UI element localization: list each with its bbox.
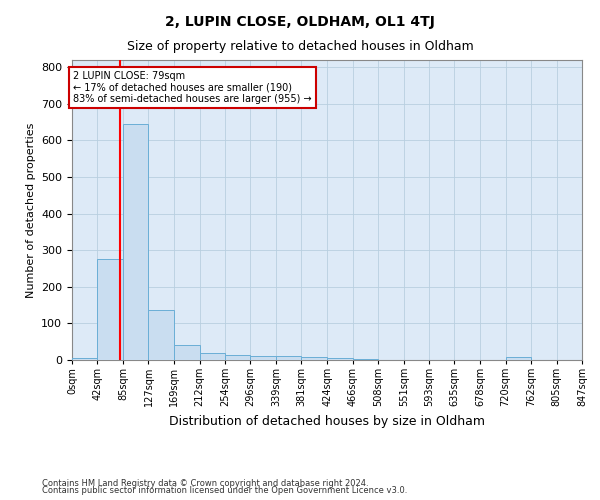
Bar — [97, 260, 123, 360]
Y-axis label: Number of detached properties: Number of detached properties — [26, 122, 35, 298]
Text: Contains HM Land Registry data © Crown copyright and database right 2024.: Contains HM Land Registry data © Crown c… — [42, 478, 368, 488]
Bar — [301, 357, 328, 360]
Bar — [174, 346, 200, 360]
Bar — [250, 356, 276, 360]
Bar — [148, 310, 174, 360]
Text: Contains public sector information licensed under the Open Government Licence v3: Contains public sector information licen… — [42, 486, 407, 495]
Bar — [328, 358, 353, 360]
Bar — [276, 356, 301, 360]
Bar — [72, 358, 97, 360]
Text: Size of property relative to detached houses in Oldham: Size of property relative to detached ho… — [127, 40, 473, 53]
Bar — [123, 124, 148, 360]
Bar — [225, 355, 250, 360]
Text: 2, LUPIN CLOSE, OLDHAM, OL1 4TJ: 2, LUPIN CLOSE, OLDHAM, OL1 4TJ — [165, 15, 435, 29]
Bar — [200, 352, 225, 360]
Text: 2 LUPIN CLOSE: 79sqm
← 17% of detached houses are smaller (190)
83% of semi-deta: 2 LUPIN CLOSE: 79sqm ← 17% of detached h… — [73, 71, 312, 104]
X-axis label: Distribution of detached houses by size in Oldham: Distribution of detached houses by size … — [169, 414, 485, 428]
Bar — [506, 357, 531, 360]
